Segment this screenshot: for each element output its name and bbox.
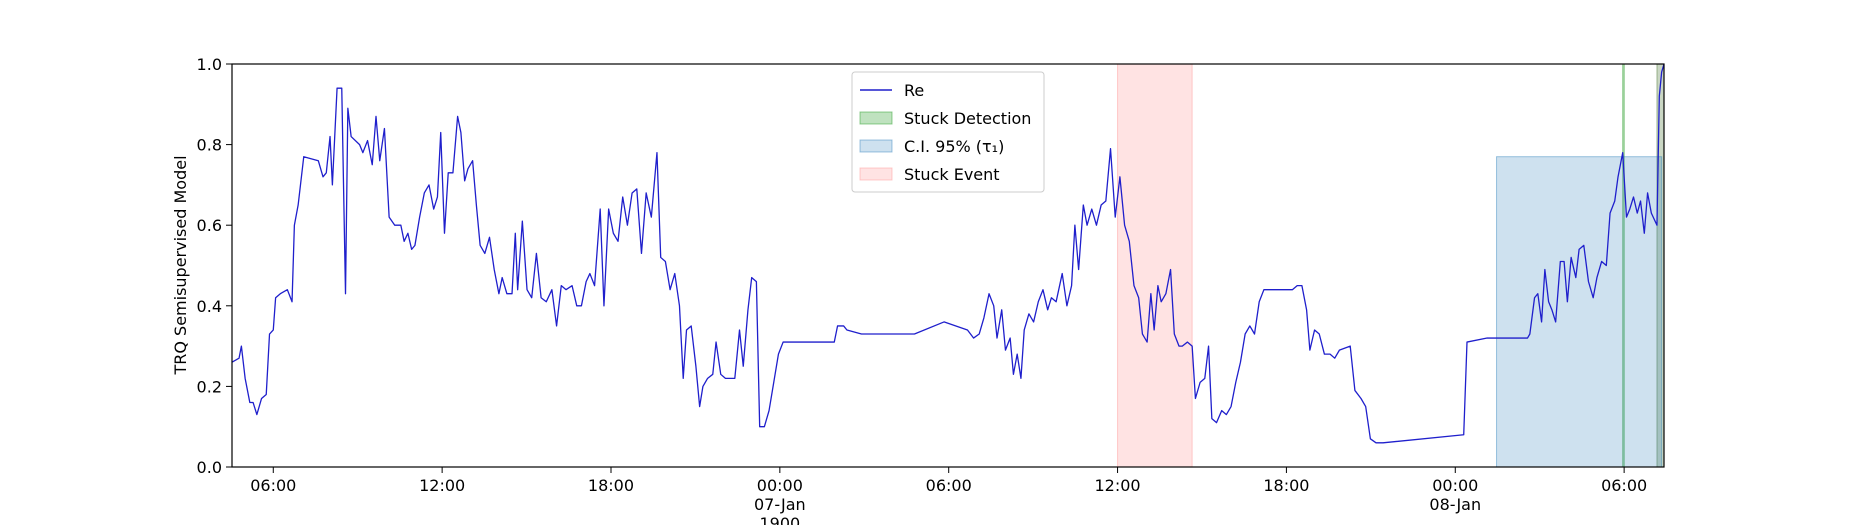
data-line: [231, 63, 1665, 444]
y-tick-label: 0.8: [197, 136, 222, 155]
legend-box: [851, 71, 1045, 193]
legend-swatch: [859, 167, 893, 181]
y-tick-label: 0.4: [197, 297, 222, 316]
x-tick-label: 12:00: [1095, 476, 1141, 495]
x-tick-label: 18:00: [588, 476, 634, 495]
legend-swatch: [859, 111, 893, 125]
span-region: [1117, 63, 1193, 468]
legend-label: Stuck Detection: [904, 109, 1031, 128]
x-tick-label: 12:00: [419, 476, 465, 495]
legend-label: Re: [904, 81, 924, 100]
legend-label: C.I. 95% (τ₁): [904, 137, 1004, 156]
x-tick-label: 00:00 08-Jan: [1429, 476, 1481, 514]
y-tick-label: 0.0: [197, 458, 222, 477]
x-tick-label: 00:00 07-Jan 1900: [754, 476, 806, 525]
x-tick-label: 06:00: [926, 476, 972, 495]
y-tick-label: 0.2: [197, 377, 222, 396]
legend-swatch: [859, 139, 893, 153]
y-axis-label: TRQ Semisupervised Model: [171, 155, 190, 375]
x-tick-label: 18:00: [1263, 476, 1309, 495]
plot-frame: [231, 63, 1665, 468]
y-tick-label: 0.6: [197, 216, 222, 235]
legend-label: Stuck Event: [904, 165, 1000, 184]
x-tick-label: 06:00: [250, 476, 296, 495]
x-tick-label: 06:00: [1601, 476, 1647, 495]
span-region: [1496, 156, 1663, 468]
y-tick-label: 1.0: [197, 55, 222, 74]
